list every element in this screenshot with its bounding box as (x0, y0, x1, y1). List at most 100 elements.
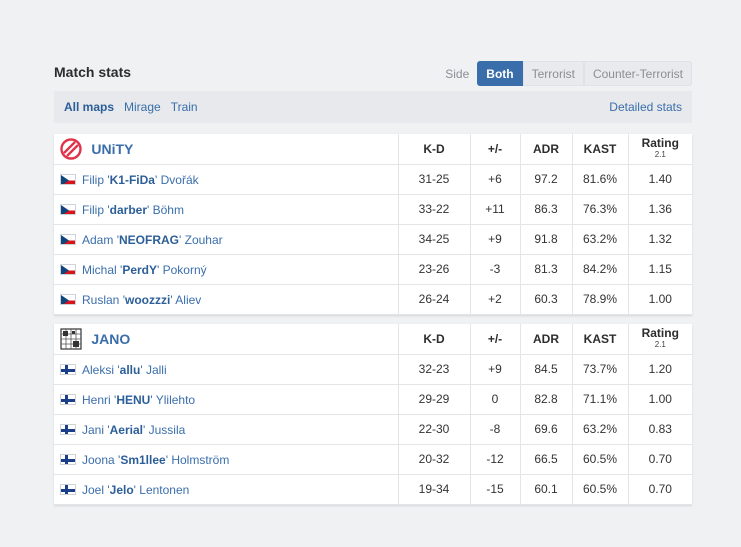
player-last-name: Zouhar (184, 232, 223, 247)
kast-value: 76.3% (571, 194, 628, 225)
kd-value: 31-25 (397, 164, 470, 195)
detailed-stats-link[interactable]: Detailed stats (609, 100, 682, 114)
col-kd[interactable]: K-D (397, 324, 470, 355)
player-link[interactable]: Ruslan 'woozzzi' Aliev (82, 292, 202, 307)
player-last-name: Aliev (175, 292, 202, 307)
table-row: Michal 'PerdY' Pokorný 23-26 -3 81.3 84.2% 1.… (54, 254, 692, 285)
col-rating[interactable]: Rating 2.1 (627, 324, 692, 355)
adr-value: 91.8 (519, 224, 572, 255)
maps-bar: All maps Mirage Train Detailed stats (54, 91, 692, 123)
plus-minus-value: +9 (469, 224, 520, 255)
kast-value: 63.2% (571, 224, 628, 255)
rating-value: 0.70 (627, 444, 692, 475)
col-kast[interactable]: KAST (571, 134, 628, 165)
player-link[interactable]: Joona 'Sm1llee' Holmström (82, 452, 230, 467)
player-nickname: woozzzi (124, 292, 171, 307)
map-tab-all-maps[interactable]: All maps (64, 100, 115, 114)
player-link[interactable]: Aleksi 'allu' Jalli (82, 362, 167, 377)
plus-minus-value: -15 (469, 474, 520, 505)
adr-value: 97.2 (519, 164, 572, 195)
col-rating-version: 2.1 (654, 339, 666, 349)
rating-value: 1.00 (627, 384, 692, 415)
player-cell: Filip 'darber' Böhm (54, 194, 398, 225)
adr-value: 82.8 (519, 384, 572, 415)
player-first-name: Ruslan (82, 292, 120, 307)
player-link[interactable]: Joel 'Jelo' Lentonen (82, 482, 190, 497)
player-link[interactable]: Filip 'darber' Böhm (82, 202, 184, 217)
team-header: JANO (54, 324, 398, 355)
rating-value: 0.70 (627, 474, 692, 505)
team-header: UNiTY (54, 134, 398, 165)
col-plus-minus[interactable]: +/- (469, 324, 520, 355)
player-first-name: Joona (82, 452, 115, 467)
plus-minus-value: -8 (469, 414, 520, 445)
finland-flag-icon (60, 483, 76, 495)
plus-minus-value: -3 (469, 254, 520, 285)
adr-value: 86.3 (519, 194, 572, 225)
kast-value: 60.5% (571, 474, 628, 505)
player-link[interactable]: Henri 'HENU' Ylilehto (82, 392, 196, 407)
rating-value: 1.32 (627, 224, 692, 255)
player-link[interactable]: Adam 'NEOFRAG' Zouhar (82, 232, 223, 247)
side-toggle: Side Both Terrorist Counter-Terrorist (445, 61, 692, 86)
rating-value: 1.40 (627, 164, 692, 195)
player-first-name: Joel (82, 482, 105, 497)
col-plus-minus[interactable]: +/- (469, 134, 520, 165)
plus-minus-value: -12 (469, 444, 520, 475)
col-rating-label: Rating (641, 135, 679, 150)
side-option-both[interactable]: Both (477, 61, 523, 86)
map-tab-train[interactable]: Train (170, 100, 198, 114)
table-header-row: JANO K-D +/- ADR KAST Rating 2.1 (54, 324, 692, 355)
map-tab-mirage[interactable]: Mirage (124, 100, 161, 114)
col-rating[interactable]: Rating 2.1 (627, 134, 692, 165)
plus-minus-value: +2 (469, 284, 520, 315)
side-option-counter-terrorist[interactable]: Counter-Terrorist (583, 61, 692, 86)
kast-value: 71.1% (571, 384, 628, 415)
rating-value: 1.15 (627, 254, 692, 285)
adr-value: 66.5 (519, 444, 572, 475)
adr-value: 69.6 (519, 414, 572, 445)
player-nickname: Jelo (109, 482, 134, 497)
kd-value: 26-24 (397, 284, 470, 315)
player-nickname: allu (119, 362, 141, 377)
player-last-name: Jalli (145, 362, 167, 377)
col-adr[interactable]: ADR (519, 134, 572, 165)
kast-value: 73.7% (571, 354, 628, 385)
kd-value: 32-23 (397, 354, 470, 385)
kd-value: 20-32 (397, 444, 470, 475)
player-last-name: Pokorný (162, 262, 207, 277)
col-kd[interactable]: K-D (397, 134, 470, 165)
team-name[interactable]: UNiTY (91, 140, 134, 157)
player-first-name: Filip (82, 202, 105, 217)
table-row: Joona 'Sm1llee' Holmström 20-32 -12 66.5 60.… (54, 444, 692, 475)
rating-value: 1.00 (627, 284, 692, 315)
team-name[interactable]: JANO (91, 330, 131, 347)
player-link[interactable]: Michal 'PerdY' Pokorný (82, 262, 207, 277)
table-row: Filip 'darber' Böhm 33-22 +11 86.3 76.3% 1.36 (54, 194, 692, 225)
side-option-terrorist[interactable]: Terrorist (522, 61, 584, 86)
table-row: Joel 'Jelo' Lentonen 19-34 -15 60.1 60.5% 0.7… (54, 474, 692, 505)
player-first-name: Adam (82, 232, 114, 247)
plus-minus-value: 0 (469, 384, 520, 415)
player-cell: Filip 'K1-FiDa' Dvořák (54, 164, 398, 195)
table-row: Aleksi 'allu' Jalli 32-23 +9 84.5 73.7% 1.20 (54, 354, 692, 385)
player-link[interactable]: Jani 'Aerial' Jussila (82, 422, 186, 437)
kd-value: 19-34 (397, 474, 470, 505)
col-adr[interactable]: ADR (519, 324, 572, 355)
player-cell: Jani 'Aerial' Jussila (54, 414, 398, 445)
team-stats-table: JANO K-D +/- ADR KAST Rating 2.1 Aleksi … (54, 324, 692, 505)
plus-minus-value: +9 (469, 354, 520, 385)
kd-value: 23-26 (397, 254, 470, 285)
unity-logo-icon (60, 138, 82, 160)
col-rating-label: Rating (641, 325, 679, 340)
finland-flag-icon (60, 363, 76, 375)
table-row: Filip 'K1-FiDa' Dvořák 31-25 +6 97.2 81.6% 1.… (54, 164, 692, 195)
kast-value: 60.5% (571, 444, 628, 475)
table-row: Adam 'NEOFRAG' Zouhar 34-25 +9 91.8 63.2% 1.3… (54, 224, 692, 255)
player-cell: Ruslan 'woozzzi' Aliev (54, 284, 398, 315)
player-link[interactable]: Filip 'K1-FiDa' Dvořák (82, 172, 199, 187)
player-last-name: Holmström (171, 452, 230, 467)
col-kast[interactable]: KAST (571, 324, 628, 355)
player-nickname: K1-FiDa (109, 172, 155, 187)
